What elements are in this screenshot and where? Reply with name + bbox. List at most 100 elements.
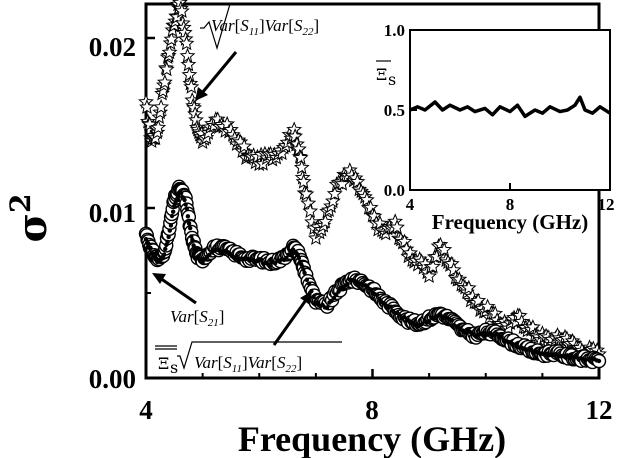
dot-point bbox=[178, 190, 184, 196]
dot-point bbox=[528, 347, 534, 352]
inset-y-tick-label-0.5: 0.5 bbox=[384, 101, 405, 120]
inset-x-tick-label-8: 8 bbox=[506, 195, 515, 214]
dot-point bbox=[449, 318, 454, 323]
dot-point bbox=[166, 234, 171, 240]
star-point bbox=[421, 267, 438, 284]
star-point bbox=[161, 44, 178, 60]
star-point bbox=[326, 185, 343, 201]
inset-series-line bbox=[409, 95, 611, 119]
star-point bbox=[155, 82, 171, 98]
dot-point bbox=[345, 281, 350, 287]
star-point bbox=[158, 61, 175, 77]
dot-point bbox=[302, 270, 307, 276]
dot-point bbox=[284, 255, 289, 261]
annotation-xi-product: Ξ s Var[S11]Var[S22] bbox=[155, 341, 342, 377]
dot-point bbox=[268, 263, 273, 268]
svg-text:Ξ: Ξ bbox=[376, 65, 387, 84]
dot-point bbox=[499, 334, 504, 339]
series-stars bbox=[138, 0, 607, 362]
dot-point bbox=[160, 255, 166, 261]
star-point bbox=[295, 173, 312, 189]
star-point bbox=[436, 241, 453, 257]
dot-point bbox=[168, 223, 174, 228]
dot-point bbox=[325, 305, 330, 310]
dot-point bbox=[170, 209, 176, 214]
series-dots bbox=[143, 190, 602, 364]
dot-point bbox=[331, 295, 337, 301]
dot-point bbox=[272, 261, 278, 266]
arrow-to-var-s21 bbox=[152, 273, 197, 305]
star-point bbox=[293, 159, 310, 175]
star-point bbox=[139, 99, 155, 115]
svg-text:s: s bbox=[388, 70, 396, 89]
dot-point bbox=[175, 195, 180, 200]
star-point bbox=[292, 149, 309, 165]
dot-point bbox=[388, 304, 393, 309]
dot-point bbox=[182, 197, 187, 203]
svg-text:Var[S11]Var[S22]: Var[S11]Var[S22] bbox=[211, 16, 319, 38]
y-axis-label: σ2 bbox=[4, 194, 56, 243]
dot-point bbox=[301, 267, 306, 272]
star-point bbox=[180, 56, 197, 72]
arrow-to-stars bbox=[195, 51, 238, 101]
svg-text:Var[S21]: Var[S21] bbox=[170, 307, 224, 329]
dot-point bbox=[311, 294, 316, 300]
star-point bbox=[178, 35, 195, 51]
dot-point bbox=[189, 234, 194, 239]
annotation-var-s21: Var[S21] bbox=[170, 307, 224, 329]
star-point bbox=[317, 213, 334, 229]
dot-point bbox=[296, 256, 302, 261]
y-tick-label-0.01: 0.01 bbox=[89, 198, 136, 228]
dot-point bbox=[377, 296, 382, 301]
dot-point bbox=[190, 237, 195, 243]
star-point bbox=[156, 74, 173, 90]
x-axis-label: Frequency (GHz) bbox=[238, 419, 506, 458]
arrow-to-dots bbox=[272, 291, 312, 346]
dot-point bbox=[402, 314, 407, 320]
svg-text:s: s bbox=[170, 358, 178, 377]
star-point bbox=[183, 78, 200, 94]
annotation-stars-label: Var[S11]Var[S22] bbox=[200, 3, 378, 51]
dot-point bbox=[207, 252, 212, 258]
star-point bbox=[424, 258, 441, 274]
dot-point bbox=[438, 312, 443, 318]
star-point bbox=[153, 98, 170, 114]
x-tick-label-12: 12 bbox=[586, 395, 613, 425]
inset-x-tick-label-4: 4 bbox=[406, 195, 415, 214]
dot-point bbox=[165, 239, 170, 245]
dot-point bbox=[340, 286, 346, 291]
x-tick-label-8: 8 bbox=[365, 395, 379, 425]
star-point bbox=[396, 233, 413, 249]
dot-point bbox=[286, 252, 291, 257]
star-point bbox=[389, 219, 405, 235]
dot-point bbox=[186, 221, 192, 226]
star-point bbox=[150, 119, 167, 135]
inset-x-tick-label-12: 12 bbox=[598, 195, 615, 214]
star-point bbox=[152, 104, 169, 120]
inset-x-axis-label: Frequency (GHz) bbox=[432, 210, 589, 234]
dot-point bbox=[183, 202, 188, 207]
inset-y-tick-label-0.0: 0.0 bbox=[384, 181, 405, 200]
star-point bbox=[302, 202, 319, 219]
dot-point bbox=[143, 236, 149, 242]
svg-text:Var[S11]Var[S22]: Var[S11]Var[S22] bbox=[194, 353, 302, 375]
inset-y-axis-label: Ξ s bbox=[376, 60, 396, 89]
dot-point bbox=[169, 213, 175, 219]
dot-point bbox=[315, 300, 321, 305]
dot-point bbox=[259, 257, 264, 263]
y-tick-label-0.02: 0.02 bbox=[89, 32, 136, 62]
dot-point bbox=[185, 214, 191, 219]
dot-point bbox=[193, 249, 199, 254]
star-point bbox=[300, 195, 317, 211]
dot-point bbox=[596, 358, 602, 364]
inset-y-tick-label-1.0: 1.0 bbox=[384, 21, 405, 40]
main-axis-ticks bbox=[144, 36, 601, 380]
y-tick-label-0.00: 0.00 bbox=[89, 364, 136, 394]
dot-point bbox=[163, 246, 168, 252]
star-point bbox=[362, 199, 379, 215]
dot-point bbox=[187, 225, 193, 231]
dot-point bbox=[336, 289, 341, 294]
dot-point bbox=[167, 228, 172, 233]
dot-point bbox=[146, 241, 151, 246]
